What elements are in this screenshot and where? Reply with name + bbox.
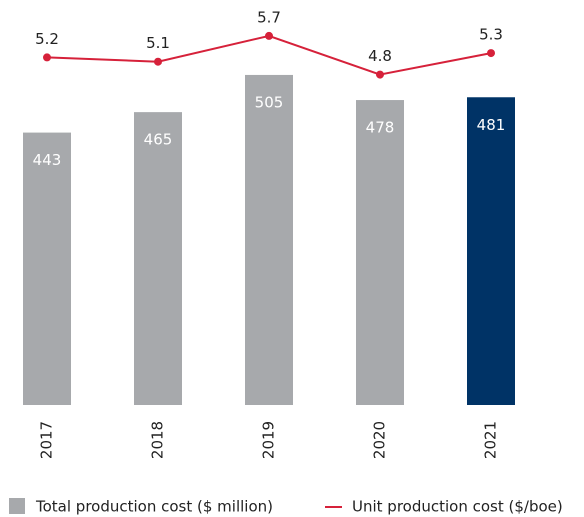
- legend-label: Unit production cost ($/boe): [352, 498, 563, 516]
- x-tick-label: 2017: [38, 421, 56, 459]
- x-tick-label: 2020: [371, 421, 389, 459]
- line-point: [376, 70, 384, 79]
- bar-value-label: 443: [33, 151, 62, 169]
- line-point: [154, 57, 162, 66]
- line-value-label: 5.1: [146, 34, 170, 52]
- bar-value-label: 505: [255, 93, 284, 111]
- line-value-label: 5.2: [35, 30, 59, 48]
- bar-value-label: 481: [477, 116, 506, 134]
- bar: [23, 132, 71, 406]
- legend-swatch: [9, 498, 25, 514]
- bar: [356, 100, 404, 405]
- line-point: [43, 53, 51, 62]
- bar: [134, 112, 182, 405]
- x-tick-label: 2018: [149, 421, 167, 459]
- x-tick-label: 2019: [260, 421, 278, 459]
- line-point: [487, 49, 495, 58]
- bar-value-label: 478: [366, 119, 395, 137]
- bar: [245, 74, 293, 405]
- line-point: [265, 31, 273, 40]
- legend-label: Total production cost ($ million): [35, 498, 273, 516]
- x-tick-label: 2021: [482, 421, 500, 459]
- line-value-label: 4.8: [368, 47, 392, 65]
- bar-value-label: 465: [144, 131, 173, 149]
- line: [46, 34, 492, 76]
- line-value-label: 5.3: [479, 26, 503, 44]
- bar: [467, 97, 515, 405]
- line-value-label: 5.7: [257, 8, 281, 26]
